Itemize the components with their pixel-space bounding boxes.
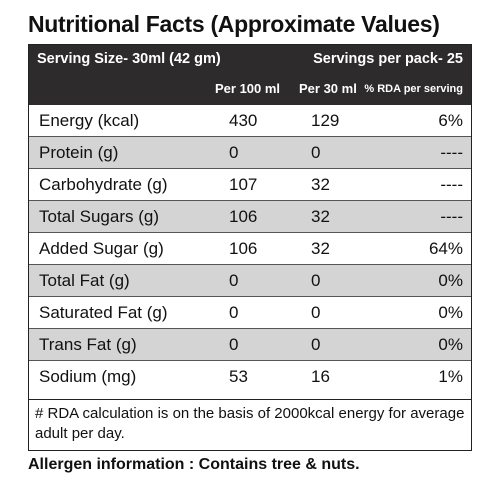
table-row: Trans Fat (g) 0 0 0% [29,329,471,361]
value-per-30ml: 0 [311,335,321,354]
value-per-30ml: 0 [311,271,321,290]
value-rda: 0% [438,271,463,290]
table-row: Carbohydrate (g) 107 32 ---- [29,169,471,201]
value-per-30ml: 32 [311,207,330,226]
table-header: Serving Size- 30ml (42 gm) Servings per … [29,45,471,105]
nutrient-name: Carbohydrate (g) [39,175,168,194]
value-rda: 0% [438,303,463,322]
value-rda: 64% [428,239,463,258]
nutrient-name: Trans Fat (g) [39,335,137,354]
allergen-information: Allergen information : Contains tree & n… [28,456,360,473]
column-header-per-100ml: Per 100 ml [215,81,281,96]
value-rda: 0% [438,335,463,354]
value-per-30ml: 32 [311,239,330,258]
value-per-30ml: 32 [311,175,330,194]
servings-per-pack: Servings per pack- 25 [313,51,463,67]
value-rda: ---- [440,143,463,162]
value-per-100ml: 0 [229,335,239,354]
table-row: Energy (kcal) 430 129 6% [29,105,471,137]
nutrient-name: Total Fat (g) [39,271,130,290]
value-per-100ml: 0 [229,143,239,162]
page-title: Nutritional Facts (Approximate Values) [28,11,440,37]
value-per-100ml: 0 [229,271,239,290]
value-per-30ml: 0 [311,303,321,322]
value-per-30ml: 16 [311,367,330,386]
value-rda: 1% [438,367,463,386]
nutrient-name: Sodium (mg) [39,367,137,386]
rda-footnote: # RDA calculation is on the basis of 200… [29,399,471,450]
value-per-100ml: 0 [229,303,239,322]
table-row: Sodium (mg) 53 16 1% [29,361,471,393]
nutrition-table: Serving Size- 30ml (42 gm) Servings per … [28,44,472,451]
table-row: Saturated Fat (g) 0 0 0% [29,297,471,329]
nutrient-name: Protein (g) [39,143,119,162]
value-per-100ml: 106 [229,207,258,226]
nutrient-name: Added Sugar (g) [39,239,164,258]
column-header-per-30ml: Per 30 ml [299,81,357,96]
value-per-30ml: 129 [311,111,340,130]
value-per-100ml: 107 [229,175,258,194]
nutrient-name: Energy (kcal) [39,111,140,130]
table-row: Total Sugars (g) 106 32 ---- [29,201,471,233]
table-row: Protein (g) 0 0 ---- [29,137,471,169]
table-row: Added Sugar (g) 106 32 64% [29,233,471,265]
value-rda: 6% [438,111,463,130]
value-rda: ---- [440,175,463,194]
value-per-100ml: 430 [229,111,258,130]
table-row: Total Fat (g) 0 0 0% [29,265,471,297]
value-rda: ---- [440,207,463,226]
column-header-rda: % RDA per serving [364,83,463,95]
serving-size: Serving Size- 30ml (42 gm) [37,51,221,67]
nutrient-name: Total Sugars (g) [39,207,159,226]
nutrient-name: Saturated Fat (g) [39,303,168,322]
value-per-100ml: 53 [229,367,248,386]
value-per-100ml: 106 [229,239,258,258]
value-per-30ml: 0 [311,143,321,162]
